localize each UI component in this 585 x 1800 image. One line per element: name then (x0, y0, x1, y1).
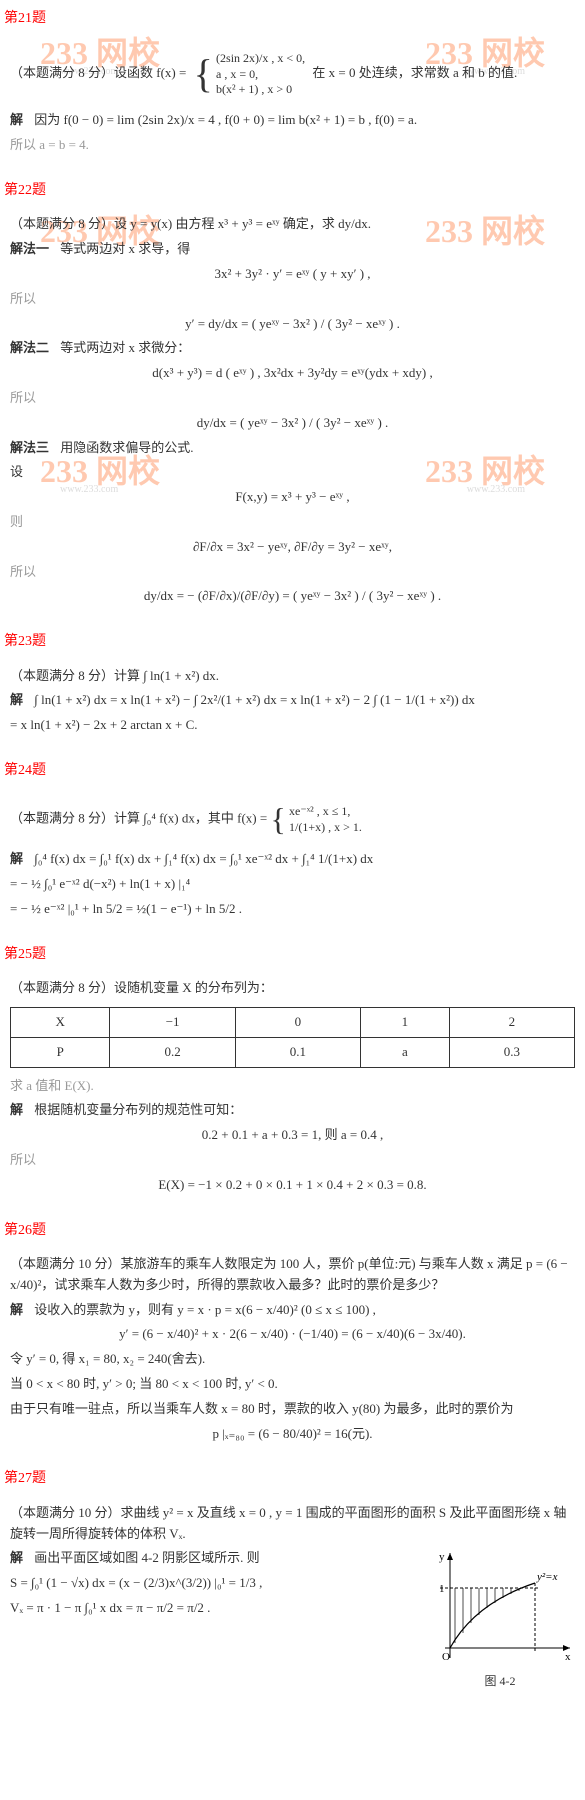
q27-text: （本题满分 10 分）求曲线 y² = x 及直线 x = 0 , y = 1 … (10, 1503, 575, 1545)
q25-l4: E(X) = −1 × 0.2 + 0 × 0.1 + 1 × 0.4 + 2 … (10, 1175, 575, 1196)
q24-section: （本题满分 8 分）计算 ∫₀⁴ f(x) dx，其中 f(x) = { xe⁻… (0, 786, 585, 936)
q27-section: （本题满分 10 分）求曲线 y² = x 及直线 x = 0 , y = 1 … (0, 1495, 585, 1712)
piece1: (2sin 2x)/x , x < 0, (216, 51, 305, 67)
m3-l6: 所以 (10, 562, 575, 583)
q21-label: 第21题 (4, 8, 585, 30)
cell: 0.2 (110, 1037, 235, 1067)
m2-label: 解法二 (10, 340, 49, 355)
figure-caption: 图 4-2 (425, 1672, 575, 1691)
q26-l1: 设收入的票款为 y，则有 y = x · p = x(6 − x/40)² (0… (34, 1302, 376, 1317)
m1-l1: 等式两边对 x 求导，得 (60, 241, 190, 256)
cell: 0.1 (235, 1037, 360, 1067)
q21-sol1: 因为 f(0 − 0) = lim (2sin 2x)/x = 4 , f(0 … (34, 112, 417, 127)
origin-label: O (442, 1651, 450, 1663)
q21-tail: 在 x = 0 处连续，求常数 a 和 b 的值. (312, 65, 517, 80)
q25-l1: 根据随机变量分布列的规范性可知： (34, 1102, 242, 1117)
q24-label: 第24题 (4, 760, 585, 782)
piece1: xe⁻ˣ² , x ≤ 1, (289, 804, 362, 820)
sol-label: 解 (10, 692, 23, 707)
q21-stem: （本题满分 8 分）设函数 f(x) = (10, 65, 186, 80)
sol-label: 解 (10, 1550, 23, 1565)
m1-label: 解法一 (10, 241, 49, 256)
q25-text: （本题满分 8 分）设随机变量 X 的分布列为： (10, 978, 575, 999)
sol-label: 解 (10, 112, 23, 127)
q22-section: 233 网校 233 网校 www.233.com 233 网校 233 网校 … (0, 206, 585, 623)
q26-section: （本题满分 10 分）某旅游车的乘车人数限定为 100 人，票价 p(单位:元)… (0, 1246, 585, 1460)
m2-l4: dy/dx = ( yeˣʸ − 3x² ) / ( 3y² − xeˣʸ ) … (10, 413, 575, 434)
graph-svg: x y 1 O y²=x (425, 1548, 575, 1668)
x-axis-label: x (565, 1651, 571, 1663)
y-tick-1: 1 (439, 1583, 445, 1595)
m2-l3: 所以 (10, 388, 575, 409)
cell: 0 (235, 1008, 360, 1038)
cell: 1 (361, 1008, 450, 1038)
q25-section: （本题满分 8 分）设随机变量 X 的分布列为： X −1 0 1 2 P 0.… (0, 970, 585, 1211)
q24-l1: ∫₀⁴ f(x) dx = ∫₀¹ f(x) dx + ∫₁⁴ f(x) dx … (34, 851, 373, 866)
m1-l2: 3x² + 3y² · y′ = eˣʸ ( y + xy′ ) , (10, 264, 575, 285)
m3-l2: 设 (10, 462, 575, 483)
y-axis-label: y (439, 1551, 445, 1563)
q23-text: （本题满分 8 分）计算 ∫ ln(1 + x²) dx. (10, 666, 575, 687)
cell: −1 (110, 1008, 235, 1038)
m3-l7: dy/dx = − (∂F/∂x)/(∂F/∂y) = ( yeˣʸ − 3x²… (10, 586, 575, 607)
q26-l4: 当 0 < x < 80 时, y′ > 0; 当 80 < x < 100 时… (10, 1374, 575, 1395)
cell: 2 (449, 1008, 574, 1038)
m3-l3: F(x,y) = x³ + y³ − eˣʸ , (10, 487, 575, 508)
cell: P (11, 1037, 110, 1067)
m3-l4: 则 (10, 512, 575, 533)
m1-l3: 所以 (10, 289, 575, 310)
m1-l4: y′ = dy/dx = ( yeˣʸ − 3x² ) / ( 3y² − xe… (10, 314, 575, 335)
q26-text: （本题满分 10 分）某旅游车的乘车人数限定为 100 人，票价 p(单位:元)… (10, 1254, 575, 1296)
cell: X (11, 1008, 110, 1038)
q24-stem: （本题满分 8 分）计算 ∫₀⁴ f(x) dx，其中 f(x) = (10, 811, 267, 826)
q26-label: 第26题 (4, 1220, 585, 1242)
q26-l5: 由于只有唯一驻点，所以当乘车人数 x = 80 时，票款的收入 y(80) 为最… (10, 1399, 575, 1420)
q21-section: 233 网校 233 网校 www.233.com www.233.com （本… (0, 34, 585, 172)
q25-l3: 所以 (10, 1150, 575, 1171)
m2-l2: d(x³ + y³) = d ( eˣʸ ) , 3x²dx + 3y²dy =… (10, 363, 575, 384)
q27-label: 第27题 (4, 1468, 585, 1490)
piece3: b(x² + 1) , x > 0 (216, 82, 305, 98)
curve-label: y²=x (536, 1571, 558, 1583)
q26-l2: y′ = (6 − x/40)² + x · 2(6 − x/40) · (−1… (10, 1324, 575, 1345)
q26-l3: 令 y′ = 0, 得 x₁ = 80, x₂ = 240(舍去). (10, 1349, 575, 1370)
q23-l2: = x ln(1 + x²) − 2x + 2 arctan x + C. (10, 715, 575, 736)
q24-l3: = − ½ e⁻ˣ² |₀¹ + ln 5/2 = ½(1 − e⁻¹) + l… (10, 899, 575, 920)
q27-l1: 画出平面区域如图 4-2 阴影区域所示. 则 (34, 1550, 259, 1565)
sol-label: 解 (10, 1302, 23, 1317)
q25-l2: 0.2 + 0.1 + a + 0.3 = 1, 则 a = 0.4 , (10, 1125, 575, 1146)
q23-l1: ∫ ln(1 + x²) dx = x ln(1 + x²) − ∫ 2x²/(… (34, 692, 475, 707)
cell: a (361, 1037, 450, 1067)
q24-text: （本题满分 8 分）计算 ∫₀⁴ f(x) dx，其中 f(x) = { xe⁻… (10, 794, 575, 845)
m3-l5: ∂F/∂x = 3x² − yeˣʸ, ∂F/∂y = 3y² − xeˣʸ, (10, 537, 575, 558)
q25-ask: 求 a 值和 E(X). (10, 1076, 575, 1097)
cell: 0.3 (449, 1037, 574, 1067)
q22-text: （本题满分 8 分）设 y = y(x) 由方程 x³ + y³ = eˣʸ 确… (10, 214, 575, 235)
q21-text: （本题满分 8 分）设函数 f(x) = { (2sin 2x)/x , x <… (10, 42, 575, 106)
piece2: a , x = 0, (216, 67, 305, 83)
distribution-table: X −1 0 1 2 P 0.2 0.1 a 0.3 (10, 1007, 575, 1068)
table-row: X −1 0 1 2 (11, 1008, 575, 1038)
q21-sol2: 所以 a = b = 4. (10, 135, 575, 156)
q26-l6: p |ₓ₌₈₀ = (6 − 80/40)² = 16(元). (10, 1424, 575, 1445)
sol-label: 解 (10, 851, 23, 866)
m3-label: 解法三 (10, 440, 49, 455)
q22-label: 第22题 (4, 180, 585, 202)
q24-l2: = − ½ ∫₀¹ e⁻ˣ² d(−x²) + ln(1 + x) |₁⁴ (10, 874, 575, 895)
m2-l1: 等式两边对 x 求微分： (60, 340, 190, 355)
q23-section: （本题满分 8 分）计算 ∫ ln(1 + x²) dx. 解 ∫ ln(1 +… (0, 658, 585, 752)
m3-l1: 用隐函数求偏导的公式. (60, 440, 193, 455)
table-row: P 0.2 0.1 a 0.3 (11, 1037, 575, 1067)
q25-label: 第25题 (4, 944, 585, 966)
figure-4-2: x y 1 O y²=x 图 4-2 (425, 1548, 575, 1691)
piece2: 1/(1+x) , x > 1. (289, 820, 362, 836)
q23-label: 第23题 (4, 631, 585, 653)
sol-label: 解 (10, 1102, 23, 1117)
